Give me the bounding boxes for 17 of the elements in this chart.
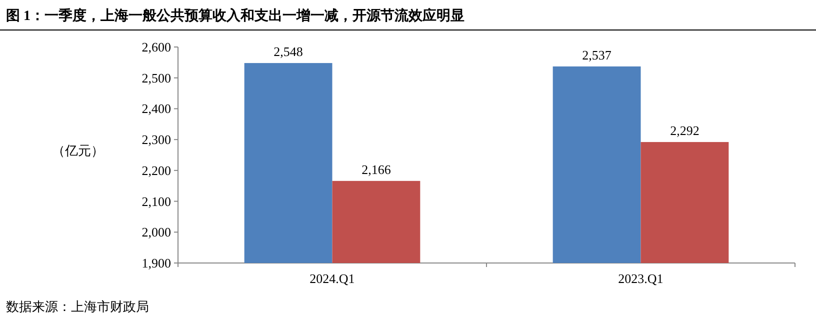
x-tick-label: 2023.Q1 [618,271,664,286]
data-label: 2,166 [362,162,392,177]
y-tick-label: 2,100 [142,194,171,209]
x-tick-label: 2024.Q1 [310,271,355,286]
y-tick-label: 2,000 [142,224,171,240]
y-tick-label: 2,200 [142,162,171,178]
y-tick-label: 2,300 [142,132,171,148]
data-label: 2,537 [582,47,612,62]
data-label: 2,292 [670,123,700,138]
y-tick-label: 2,400 [142,101,171,116]
data-label: 2,548 [274,44,303,60]
y-tick-label: 1,900 [142,256,171,270]
y-tick-label: 2,600 [142,40,171,54]
source-note: 数据来源：上海市财政局 [6,299,149,314]
y-tick-label: 2,500 [142,70,171,86]
chart-title: 图 1：一季度，上海一般公共预算收入和支出一增一减，开源节流效应明显 [6,7,464,24]
y-axis-title: （亿元） [52,143,104,158]
